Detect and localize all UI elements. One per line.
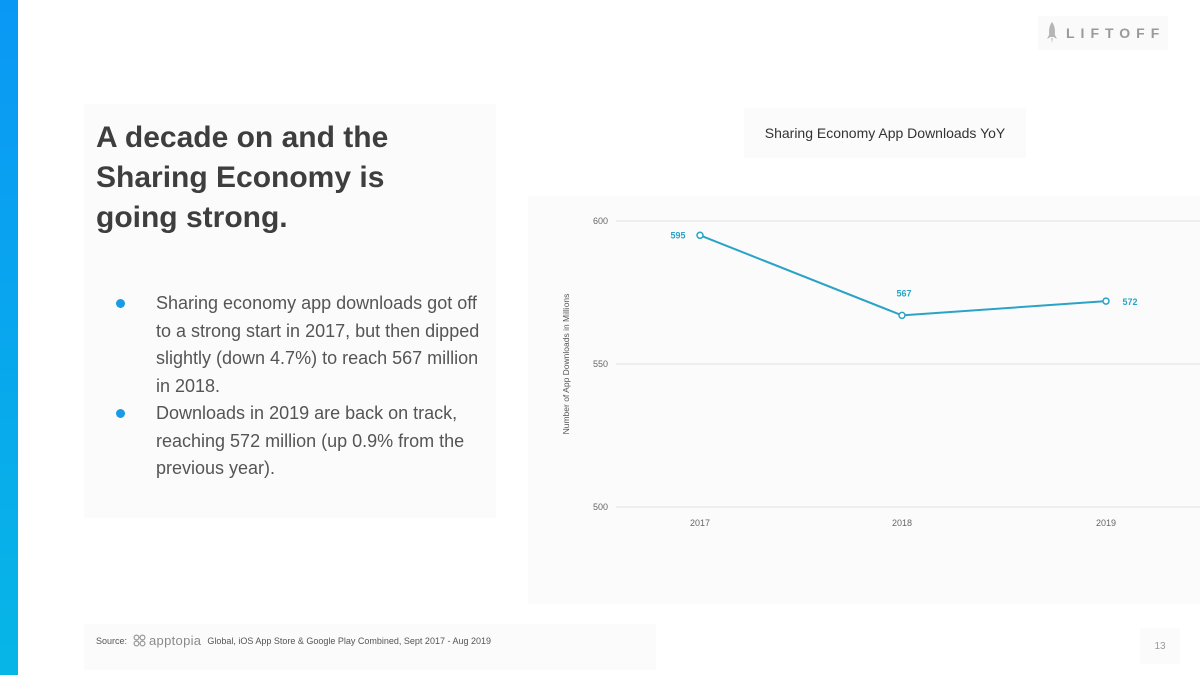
page-number-box: 13 — [1140, 628, 1180, 664]
source-label: Source: — [96, 635, 128, 646]
y-axis-label: Number of App Downloads in Millions — [561, 294, 571, 435]
x-tick-label: 2019 — [1096, 518, 1116, 528]
bullet-dot-icon — [116, 409, 125, 418]
line-chart: 500 550 600 2017 2018 2019 Number of App Downl… — [561, 216, 1200, 528]
bullet-text: Downloads in 2019 are back on track, rea… — [156, 403, 465, 478]
chart-panel: 500 550 600 2017 2018 2019 Number of App Downl… — [528, 196, 1200, 604]
data-label: 595 — [670, 230, 685, 240]
y-tick-label: 550 — [593, 359, 608, 369]
accent-bar — [0, 0, 18, 675]
y-tick-label: 500 — [593, 502, 608, 512]
chart-title-box: Sharing Economy App Downloads YoY — [744, 108, 1026, 158]
chart-title: Sharing Economy App Downloads YoY — [764, 125, 1006, 141]
data-label: 572 — [1122, 297, 1137, 307]
data-point — [1102, 297, 1110, 305]
bullet-item: Downloads in 2019 are back on track, rea… — [106, 400, 496, 483]
apptopia-icon — [133, 634, 146, 647]
data-point — [696, 231, 704, 240]
y-tick-label: 600 — [593, 216, 608, 226]
x-tick-label: 2018 — [892, 518, 912, 528]
logo-text: LIFTOFF — [1066, 25, 1166, 41]
rocket-icon — [1047, 22, 1057, 43]
bullet-dot-icon — [116, 299, 125, 308]
bullet-text: Sharing economy app downloads got off to… — [156, 293, 480, 396]
apptopia-logo: apptopia — [133, 633, 201, 648]
page-title: A decade on and the Sharing Economy is g… — [96, 121, 389, 234]
bullet-item: Sharing economy app downloads got off to… — [106, 290, 496, 400]
data-point — [898, 311, 906, 320]
bullet-list: Sharing economy app downloads got off to… — [106, 290, 496, 483]
source-text: Global, iOS App Store & Google Play Comb… — [207, 635, 491, 646]
x-tick-label: 2017 — [690, 518, 710, 528]
footer-panel — [84, 624, 656, 670]
liftoff-logo: LIFTOFF — [1038, 16, 1168, 50]
data-label: 567 — [896, 288, 911, 298]
series-line — [699, 234, 1107, 317]
page-number: 13 — [1154, 640, 1166, 652]
text-panel — [84, 104, 496, 518]
apptopia-brand-text: apptopia — [149, 633, 202, 648]
source-line: Source: apptopia Global, iOS App Store &… — [96, 633, 491, 648]
